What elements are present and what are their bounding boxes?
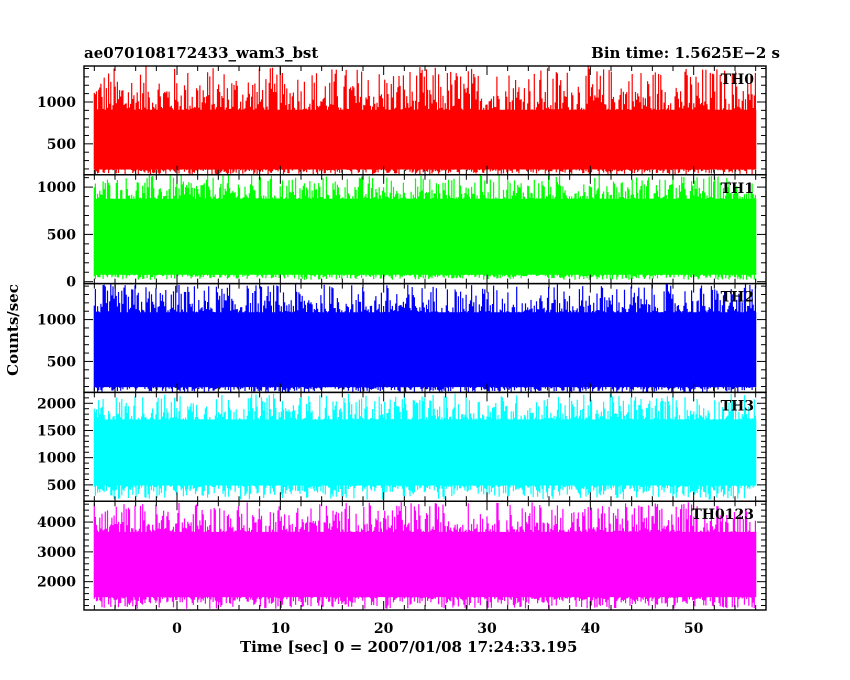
series-th3	[93, 393, 757, 500]
y-tick-label: 2000	[37, 575, 76, 591]
x-tick-label: 40	[581, 621, 601, 637]
panel-label-th0123: TH0123	[691, 507, 754, 523]
y-axis-label: Counts/sec	[4, 284, 22, 376]
y-tick-label: 500	[47, 137, 76, 153]
panel-label-th1: TH1	[721, 181, 754, 197]
x-tick-label: 0	[172, 621, 182, 637]
series-th0	[93, 66, 757, 175]
chart-title: ae070108172433_wam3_bst	[84, 44, 319, 62]
y-tick-label: 500	[47, 227, 76, 243]
x-tick-label: 20	[374, 621, 394, 637]
y-tick-label: 1000	[37, 313, 76, 329]
bin-time-label: Bin time: 1.5625E−2 s	[591, 44, 780, 62]
y-tick-label: 500	[47, 478, 76, 494]
x-tick-label: 50	[684, 621, 704, 637]
y-tick-label: 3000	[37, 545, 76, 561]
panel-label-th2: TH2	[721, 290, 754, 306]
y-tick-label: 1500	[37, 423, 76, 439]
y-tick-label: 4000	[37, 515, 76, 531]
series-th2	[93, 283, 757, 393]
panel-label-th0: TH0	[721, 72, 755, 88]
series-th1	[93, 174, 757, 280]
y-tick-label: 1000	[37, 451, 76, 467]
y-tick-label: 500	[47, 354, 76, 370]
series-th0123	[93, 502, 757, 609]
x-tick-label: 10	[271, 621, 291, 637]
panel-label-th3: TH3	[721, 398, 754, 414]
y-tick-label: 0	[66, 275, 76, 291]
x-axis-label: Time [sec] 0 = 2007/01/08 17:24:33.195	[240, 638, 578, 656]
y-tick-label: 2000	[37, 396, 76, 412]
y-tick-label: 1000	[37, 180, 76, 196]
y-tick-label: 1000	[37, 95, 76, 111]
x-tick-label: 30	[477, 621, 497, 637]
